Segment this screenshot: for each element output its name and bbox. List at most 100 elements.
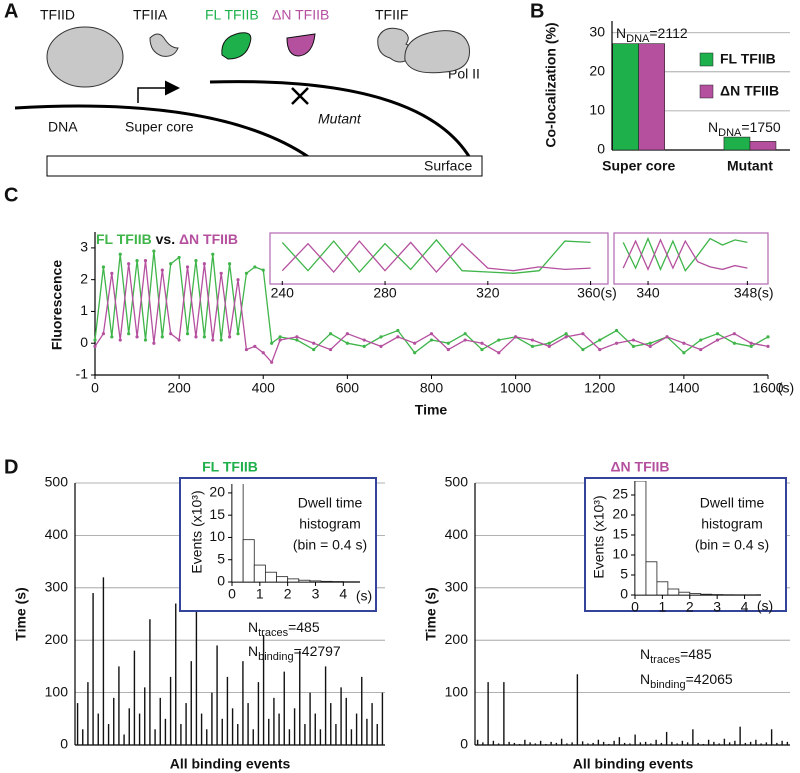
event-bar — [87, 682, 89, 745]
event-bar — [566, 743, 568, 745]
annotation-part: N — [248, 643, 258, 659]
histogram-bar — [667, 588, 680, 595]
x-tick-label: Mutant — [727, 158, 773, 174]
event-bar — [237, 724, 239, 745]
annotation-sub: DNA — [718, 127, 742, 139]
event-bar — [299, 650, 301, 745]
x-tick-label: 4 — [741, 599, 749, 615]
x-tick-label: 360(s) — [577, 285, 617, 301]
x-tick-label: 400 — [252, 380, 276, 396]
annotation: NDNA=1750 — [708, 119, 781, 139]
protein-label: TFIIF — [375, 7, 408, 23]
trace — [622, 238, 748, 272]
histogram-bar — [645, 561, 658, 595]
event-bar — [144, 687, 146, 745]
event-bar — [534, 743, 537, 745]
trace-point — [429, 338, 434, 342]
x-tick-label: 340 — [636, 285, 660, 301]
event-bar — [123, 734, 125, 745]
trace-point — [185, 332, 190, 336]
x-tick-label: 200 — [167, 380, 191, 396]
trace-point — [362, 338, 366, 342]
event-bar — [718, 743, 720, 745]
fl-tfiib-shape — [221, 32, 252, 60]
trace-point — [547, 341, 551, 345]
trace-point — [211, 338, 215, 342]
x-tick-label: 1400 — [668, 380, 699, 396]
event-bar — [644, 741, 647, 745]
trace-point — [614, 341, 619, 345]
event-bar — [371, 703, 373, 745]
trace-point — [480, 347, 484, 352]
trace-point — [261, 351, 265, 355]
y-tick-label: 20 — [612, 506, 628, 522]
annotation-part: =485 — [288, 619, 320, 635]
y-tick-label: 300 — [445, 579, 469, 595]
event-bar — [760, 743, 762, 745]
event-bar — [781, 740, 783, 745]
x-tick-label: 0 — [631, 599, 639, 615]
y-tick-label: 0 — [460, 736, 468, 752]
diagram-label: Mutant — [318, 111, 362, 127]
event-bar — [226, 676, 229, 745]
event-bar — [671, 741, 673, 745]
histogram-bar — [232, 484, 244, 582]
x-unit: (s) — [778, 380, 794, 396]
event-bar — [487, 682, 489, 745]
y-tick-label: 0 — [60, 736, 68, 752]
y-tick-label: 200 — [45, 631, 69, 647]
trace-point — [169, 332, 173, 336]
histogram-bar — [689, 593, 702, 595]
event-bar — [755, 739, 757, 745]
y-tick-label: 15 — [209, 506, 225, 522]
y-axis-label: Co-localization (%) — [543, 22, 559, 147]
event-bar — [361, 676, 363, 745]
histogram-bar — [253, 564, 266, 582]
trace-point — [665, 335, 669, 339]
event-bar — [324, 666, 327, 745]
histogram-bar — [287, 578, 300, 582]
trace-point — [152, 341, 156, 345]
event-bar — [560, 738, 563, 745]
event-bar — [164, 718, 167, 745]
trace-point — [236, 278, 240, 282]
trace-point — [598, 338, 602, 342]
trace-point — [514, 335, 518, 339]
trace-point — [228, 335, 232, 339]
event-bar — [355, 713, 358, 745]
event-bar — [676, 743, 678, 745]
x-tick-label: 2 — [284, 586, 292, 602]
event-bar — [118, 666, 120, 745]
y-tick-label: -1 — [76, 366, 89, 382]
trace-point — [228, 262, 232, 266]
trace-point — [295, 338, 299, 342]
trace-point — [362, 344, 366, 348]
event-bar — [366, 718, 368, 745]
event-bar — [686, 742, 689, 745]
trace-point — [270, 360, 274, 364]
tss-arrow — [137, 80, 180, 103]
annotation-part: N — [616, 25, 626, 41]
event-bar — [734, 740, 736, 745]
panel-label: A — [4, 0, 18, 22]
trace-point — [127, 262, 131, 266]
trace-point — [631, 344, 636, 348]
trace-point — [732, 341, 736, 345]
event-bar — [278, 713, 280, 745]
y-tick-label: 20 — [209, 484, 225, 500]
trace-point — [749, 344, 753, 348]
trace-point — [497, 338, 501, 342]
y-tick-label: 10 — [209, 528, 225, 544]
trace-point — [379, 335, 383, 339]
event-bar — [231, 708, 234, 745]
trace-point — [143, 259, 148, 263]
histogram-bars — [635, 481, 756, 595]
y-axis-label: Fluorescence — [49, 260, 65, 350]
event-bar — [257, 682, 260, 745]
event-bar — [482, 742, 484, 745]
x-tick-label: 280 — [373, 285, 397, 301]
x-tick-label: 1600 — [752, 380, 783, 396]
trace-point — [547, 344, 551, 348]
x-tick-label: 4 — [339, 586, 347, 602]
y-tick-label: 10 — [589, 102, 605, 118]
